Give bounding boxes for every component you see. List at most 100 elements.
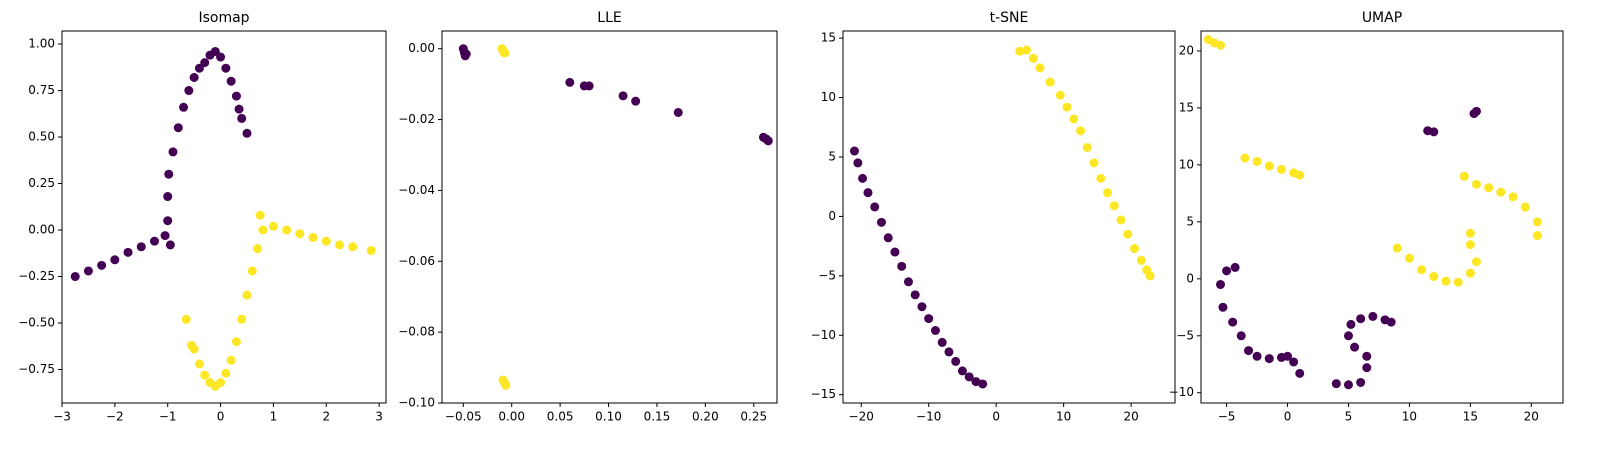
point: [1459, 171, 1469, 181]
point: [123, 247, 133, 257]
point: [1145, 271, 1155, 281]
point: [1216, 280, 1226, 290]
point: [186, 340, 196, 350]
point: [1076, 126, 1086, 136]
point: [194, 63, 204, 73]
point: [1045, 77, 1055, 87]
point: [1252, 351, 1262, 361]
y-tick-label: −15: [811, 387, 836, 401]
x-tick-label: 0.10: [595, 410, 622, 424]
y-tick-label: 10: [1179, 157, 1194, 171]
point: [1062, 102, 1072, 112]
point: [500, 48, 510, 58]
y-tick-label: 0.00: [408, 41, 435, 55]
point: [1015, 46, 1025, 56]
point: [1216, 40, 1226, 50]
point: [853, 158, 863, 168]
point: [184, 86, 194, 96]
y-tick-label: −5: [818, 268, 836, 282]
point: [110, 255, 120, 265]
point: [924, 314, 934, 324]
y-tick-label: −0.75: [18, 362, 55, 376]
point: [163, 216, 173, 226]
y-tick-label: 10: [821, 90, 836, 104]
x-tick-label: −3: [53, 410, 71, 424]
point: [1283, 351, 1293, 361]
point: [210, 46, 220, 56]
subplot: t-SNE −20 −10 0 10 20 −15 −10 −5 0 5 10 15: [811, 10, 1176, 424]
point: [179, 102, 189, 112]
point: [149, 236, 159, 246]
x-tick-label: 3: [375, 410, 383, 424]
point: [849, 146, 859, 156]
x-tick-label: −2: [106, 410, 124, 424]
x-tick-label: 20: [1524, 410, 1539, 424]
y-tick-label: 15: [821, 31, 836, 45]
point: [1346, 319, 1356, 329]
point: [242, 128, 252, 138]
point: [863, 188, 873, 198]
point: [1035, 63, 1045, 73]
x-tick-label: 20: [1123, 410, 1138, 424]
x-tick-label: 5: [1345, 410, 1353, 424]
point: [255, 210, 265, 220]
point: [910, 290, 920, 300]
y-tick-label: −0.08: [398, 325, 435, 339]
point: [221, 368, 231, 378]
point: [957, 366, 967, 376]
point: [917, 302, 927, 312]
y-tick-label: 5: [1186, 214, 1194, 228]
y-tick-label: 0: [1186, 271, 1194, 285]
point: [1471, 179, 1481, 189]
point: [1386, 317, 1396, 327]
point: [858, 173, 868, 183]
point: [1453, 277, 1463, 287]
point: [1331, 379, 1341, 389]
point: [247, 266, 257, 276]
point: [226, 76, 236, 86]
x-tick-label: 0.05: [547, 410, 574, 424]
point: [964, 372, 974, 382]
point: [1222, 266, 1232, 276]
y-tick-label: −5: [1176, 328, 1194, 342]
axes-frame: [842, 30, 1176, 404]
point: [763, 136, 773, 146]
y-tick-label: 5: [828, 149, 836, 163]
subplot-title: t-SNE: [990, 10, 1029, 26]
point: [876, 217, 886, 227]
point: [1471, 257, 1481, 267]
y-tick-label: 0: [828, 209, 836, 223]
point: [231, 91, 241, 101]
point: [221, 63, 231, 73]
point: [673, 107, 683, 117]
point: [1103, 188, 1113, 198]
x-tick-label: 0.15: [644, 410, 671, 424]
point: [870, 202, 880, 212]
point: [937, 337, 947, 347]
point: [1465, 268, 1475, 278]
point: [1295, 368, 1305, 378]
point: [1276, 164, 1286, 174]
point: [181, 314, 191, 324]
point: [1244, 346, 1254, 356]
point: [237, 314, 247, 324]
point: [903, 277, 913, 287]
point: [1532, 231, 1542, 241]
point: [173, 123, 183, 133]
point: [1264, 354, 1274, 364]
y-tick-label: −10: [811, 328, 836, 342]
point: [226, 355, 236, 365]
point: [83, 266, 93, 276]
axes-frame: [441, 30, 778, 404]
point: [1240, 153, 1250, 163]
y-tick-label: −0.06: [398, 254, 435, 268]
point: [200, 58, 210, 68]
x-tick-label: 0: [992, 410, 1000, 424]
point: [1356, 314, 1366, 324]
point: [165, 240, 175, 250]
point: [1496, 187, 1506, 197]
y-tick-label: 15: [1179, 100, 1194, 114]
x-tick-label: 15: [1463, 410, 1478, 424]
point: [1441, 276, 1451, 286]
x-tick-label: 0: [1284, 410, 1292, 424]
